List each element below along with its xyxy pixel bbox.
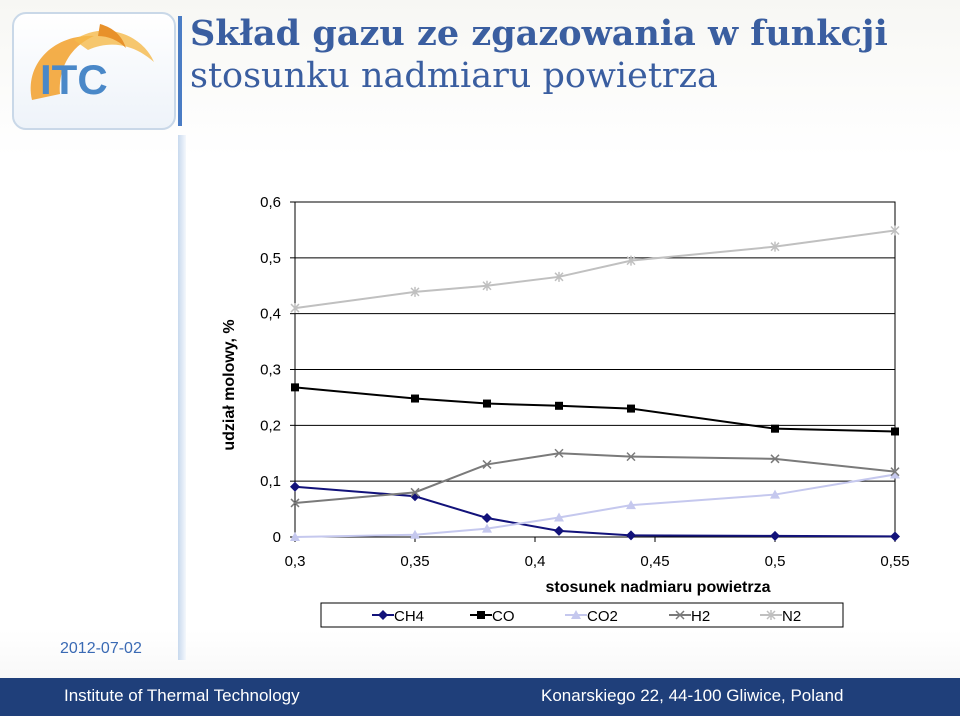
logo-text: ITC <box>40 56 108 103</box>
y-tick-label: 0,5 <box>260 250 281 267</box>
series-co <box>291 383 899 436</box>
data-point <box>378 610 388 620</box>
y-tick-label: 0,4 <box>260 306 281 323</box>
legend-label: H2 <box>691 608 710 625</box>
data-point <box>477 611 485 619</box>
data-point <box>770 530 780 541</box>
legend: CH4 CO CO2 H2 N2 <box>372 608 801 625</box>
data-point <box>410 487 420 497</box>
legend-label: CH4 <box>394 608 424 625</box>
legend-item-h2: H2 <box>669 608 710 625</box>
data-point <box>770 454 780 464</box>
data-point <box>554 271 564 282</box>
data-point <box>482 523 492 533</box>
legend-item-co2: CO2 <box>565 608 618 625</box>
data-point <box>626 255 636 266</box>
data-point <box>554 448 564 458</box>
y-tick-label: 0,3 <box>260 362 281 379</box>
data-point <box>626 530 636 541</box>
data-point <box>890 469 900 479</box>
data-point <box>411 394 419 403</box>
legend-label: CO <box>492 608 515 625</box>
itc-logo: ITC <box>12 12 176 130</box>
x-tick-label: 0,35 <box>400 553 429 570</box>
itc-logo-graphic: ITC <box>30 24 154 103</box>
title-line-2: stosunku nadmiaru powietrza <box>190 56 718 96</box>
data-point <box>554 525 564 536</box>
data-point <box>770 489 780 499</box>
footer-institute: Institute of Thermal Technology <box>64 686 300 705</box>
data-point <box>627 404 635 413</box>
line-chart: 0 0,1 0,2 0,3 0,4 0,5 0,6 0,3 0,35 0,4 0,45 0,5 0,5… <box>221 194 910 628</box>
data-point <box>482 459 492 469</box>
slide-title: Skład gazu ze zgazowania w funkcji stosu… <box>190 12 950 98</box>
data-point <box>890 531 900 542</box>
data-point <box>291 383 299 392</box>
series-h2 <box>290 448 900 508</box>
x-tick-label: 0,4 <box>525 553 546 570</box>
gridlines <box>290 201 896 542</box>
data-point <box>766 610 776 620</box>
data-point <box>290 303 300 314</box>
data-point <box>890 467 900 477</box>
y-tick-label: 0,6 <box>260 194 281 211</box>
data-point <box>555 401 563 410</box>
data-point <box>626 452 636 462</box>
title-line-1: Skład gazu ze zgazowania w funkcji <box>190 13 888 54</box>
y-axis-label: udział molowy, % <box>221 319 238 450</box>
side-divider <box>178 135 186 660</box>
data-point <box>626 500 636 510</box>
data-point <box>290 481 300 492</box>
data-point <box>891 427 899 436</box>
y-tick-label: 0,2 <box>260 417 281 434</box>
footer-address: Konarskiego 22, 44-100 Gliwice, Poland <box>541 686 844 705</box>
x-tick-label: 0,3 <box>285 553 306 570</box>
legend-label: CO2 <box>587 608 618 625</box>
series-n2 <box>290 225 900 314</box>
header-divider <box>178 16 182 126</box>
legend-item-ch4: CH4 <box>372 608 424 625</box>
y-tick-label: 0 <box>273 529 281 546</box>
data-point <box>410 286 420 297</box>
data-point <box>290 532 300 541</box>
data-point <box>483 399 491 408</box>
legend-box <box>320 602 844 628</box>
series-lines <box>290 225 900 542</box>
slide-date: 2012-07-02 <box>60 640 142 657</box>
y-tick-labels: 0 0,1 0,2 0,3 0,4 0,5 0,6 <box>260 194 281 546</box>
x-tick-label: 0,45 <box>640 553 669 570</box>
data-point <box>675 610 685 620</box>
data-point <box>482 513 492 524</box>
data-point <box>554 512 564 522</box>
data-point <box>410 529 420 539</box>
data-point <box>890 225 900 236</box>
legend-label: N2 <box>782 608 801 625</box>
legend-item-co: CO <box>470 608 515 625</box>
data-point <box>290 498 300 508</box>
series-co2 <box>290 469 900 541</box>
series-ch4 <box>290 481 900 542</box>
data-point <box>571 610 581 619</box>
footer-bar <box>0 678 960 716</box>
data-point <box>770 241 780 252</box>
x-tick-labels: 0,3 0,35 0,4 0,45 0,5 0,55 <box>285 553 910 570</box>
data-point <box>771 424 779 433</box>
x-tick-label: 0,5 <box>765 553 786 570</box>
x-tick-label: 0,55 <box>880 553 909 570</box>
data-point <box>482 280 492 291</box>
x-axis-label: stosunek nadmiaru powietrza <box>546 579 771 596</box>
legend-item-n2: N2 <box>760 608 801 625</box>
y-tick-label: 0,1 <box>260 473 281 490</box>
data-point <box>410 491 420 502</box>
